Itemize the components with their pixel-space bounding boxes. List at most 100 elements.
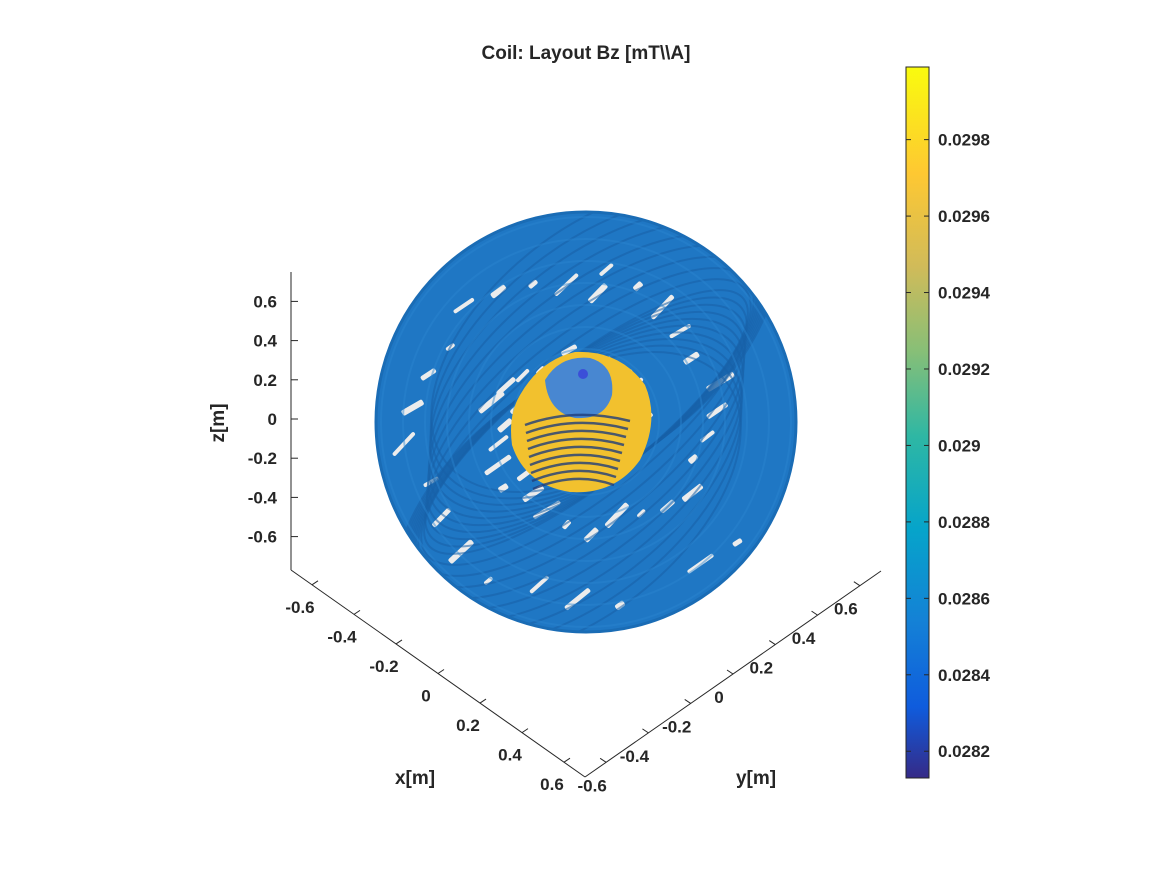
z-tick-label: 0: [268, 410, 277, 429]
colorbar-tick-label: 0.0298: [938, 131, 990, 150]
coil-ring: [490, 326, 682, 518]
z-tick-label: 0.4: [253, 332, 277, 351]
coil-gap: [637, 509, 646, 518]
target-contour: [531, 469, 617, 483]
coil-ring: [424, 260, 748, 584]
coil-gap: [633, 281, 643, 292]
x-axis-ticks: -0.6 -0.4 -0.2 0 0.2 0.4 0.6: [285, 580, 571, 794]
colorbar-tick-label: 0.0286: [938, 589, 990, 608]
coil-gap: [528, 279, 538, 289]
y-tick-label: -0.6: [577, 776, 606, 795]
z-tick-label: -0.6: [248, 528, 277, 547]
coil-gap: [669, 324, 691, 339]
coil-ring: [380, 216, 792, 628]
target-contour: [525, 421, 629, 435]
x-tick-mark: [395, 639, 403, 645]
chart-title: Coil: Layout Bz [mT\\A]: [482, 43, 691, 64]
y-tick-label: -0.2: [662, 717, 691, 736]
z-axis-label: z[m]: [208, 403, 229, 442]
y-tick-mark: [853, 581, 861, 587]
coil-gap: [732, 538, 743, 547]
y-axis-label: y[m]: [736, 768, 776, 789]
colorbar-gradient: [905, 66, 930, 779]
z-tick-label: -0.2: [248, 449, 277, 468]
coil-gap: [488, 435, 509, 452]
target-contour: [532, 477, 615, 491]
x-tick-label: -0.4: [327, 627, 357, 646]
coil-gap: [484, 576, 493, 585]
coil-gap: [432, 508, 451, 528]
coil-gap: [700, 430, 715, 443]
colorbar-tick-label: 0.0288: [938, 513, 990, 532]
target-contour: [527, 437, 625, 451]
colorbar-tick-label: 0.0284: [938, 666, 991, 685]
coil-gap: [529, 575, 549, 594]
x-tick-label: 0.6: [540, 775, 564, 794]
coil-gap: [687, 553, 714, 574]
x-tick-label: 0.4: [498, 746, 522, 765]
coil-gap: [420, 368, 437, 381]
y-tick-label: -0.4: [620, 747, 650, 766]
x-tick-label: 0.2: [456, 716, 480, 735]
target-contour: [530, 461, 619, 475]
target-center-point: [578, 369, 588, 379]
coil-gap: [401, 399, 424, 416]
y-tick-mark: [811, 610, 818, 616]
colorbar-tick-label: 0.0282: [938, 742, 990, 761]
colorbar-tick-label: 0.0294: [938, 284, 991, 303]
target-contour: [524, 413, 631, 427]
target-field-region: [511, 351, 652, 493]
coil-gap: [599, 263, 614, 276]
y-tick-mark: [642, 728, 649, 734]
x-tick-mark: [311, 580, 319, 586]
y-tick-mark: [599, 757, 607, 763]
colorbar-tick-label: 0.029: [938, 436, 981, 455]
coil-ring: [468, 304, 704, 540]
coil-gap: [453, 298, 475, 314]
colorbar-tick-label: 0.0296: [938, 207, 990, 226]
coil-gap: [516, 369, 530, 383]
target-low-field: [545, 357, 613, 419]
z-tick-label: 0.2: [253, 371, 277, 390]
coil-gap: [650, 294, 675, 320]
coil-gap: [564, 588, 591, 610]
colorbar: 0.0298 0.0296 0.0294 0.0292 0.029 0.0288 0.028…: [905, 66, 991, 779]
coil-gap: [688, 454, 699, 464]
colorbar-ticks: 0.0298 0.0296 0.0294 0.0292 0.029 0.0288 0.028…: [906, 131, 991, 761]
coil-ring: [446, 282, 726, 562]
x-tick-mark: [563, 757, 571, 763]
x-axis-label: x[m]: [395, 768, 435, 789]
x-tick-mark: [437, 669, 445, 674]
coil-sphere-rim: [374, 210, 798, 634]
x-tick-label: -0.6: [285, 598, 314, 617]
target-contour: [529, 453, 621, 467]
target-contour: [528, 445, 623, 459]
x-tick-mark: [353, 609, 361, 615]
y-tick-mark: [726, 669, 734, 675]
y-tick-label: 0.6: [834, 600, 858, 619]
y-tick-label: 0.2: [749, 659, 773, 678]
z-tick-label: 0.6: [253, 292, 277, 311]
x-tick-mark: [521, 728, 529, 734]
x-tick-label: 0: [421, 687, 430, 706]
x-tick-label: -0.2: [369, 657, 398, 676]
y-tick-label: 0.4: [792, 629, 816, 648]
coil-gap: [478, 390, 505, 414]
z-tick-label: -0.4: [248, 488, 278, 507]
y-tick-mark: [684, 699, 691, 704]
coil-gap: [392, 432, 416, 456]
target-contour: [526, 429, 627, 443]
coil-gap: [605, 502, 629, 528]
coil-gap: [490, 284, 507, 299]
coil-gap: [561, 344, 578, 356]
coil-gap: [497, 418, 513, 433]
y-tick-mark: [769, 640, 776, 645]
y-axis-ticks: -0.6 -0.4 -0.2 0 0.2 0.4 0.6: [577, 581, 861, 795]
y-tick-label: 0: [714, 688, 723, 707]
coil-gap: [484, 454, 512, 476]
colorbar-tick-label: 0.0292: [938, 360, 990, 379]
coil-gap: [615, 600, 626, 610]
z-axis-ticks: 0.6 0.4 0.2 0 -0.2 -0.4 -0.6: [248, 292, 298, 547]
coil-gap: [706, 402, 728, 419]
